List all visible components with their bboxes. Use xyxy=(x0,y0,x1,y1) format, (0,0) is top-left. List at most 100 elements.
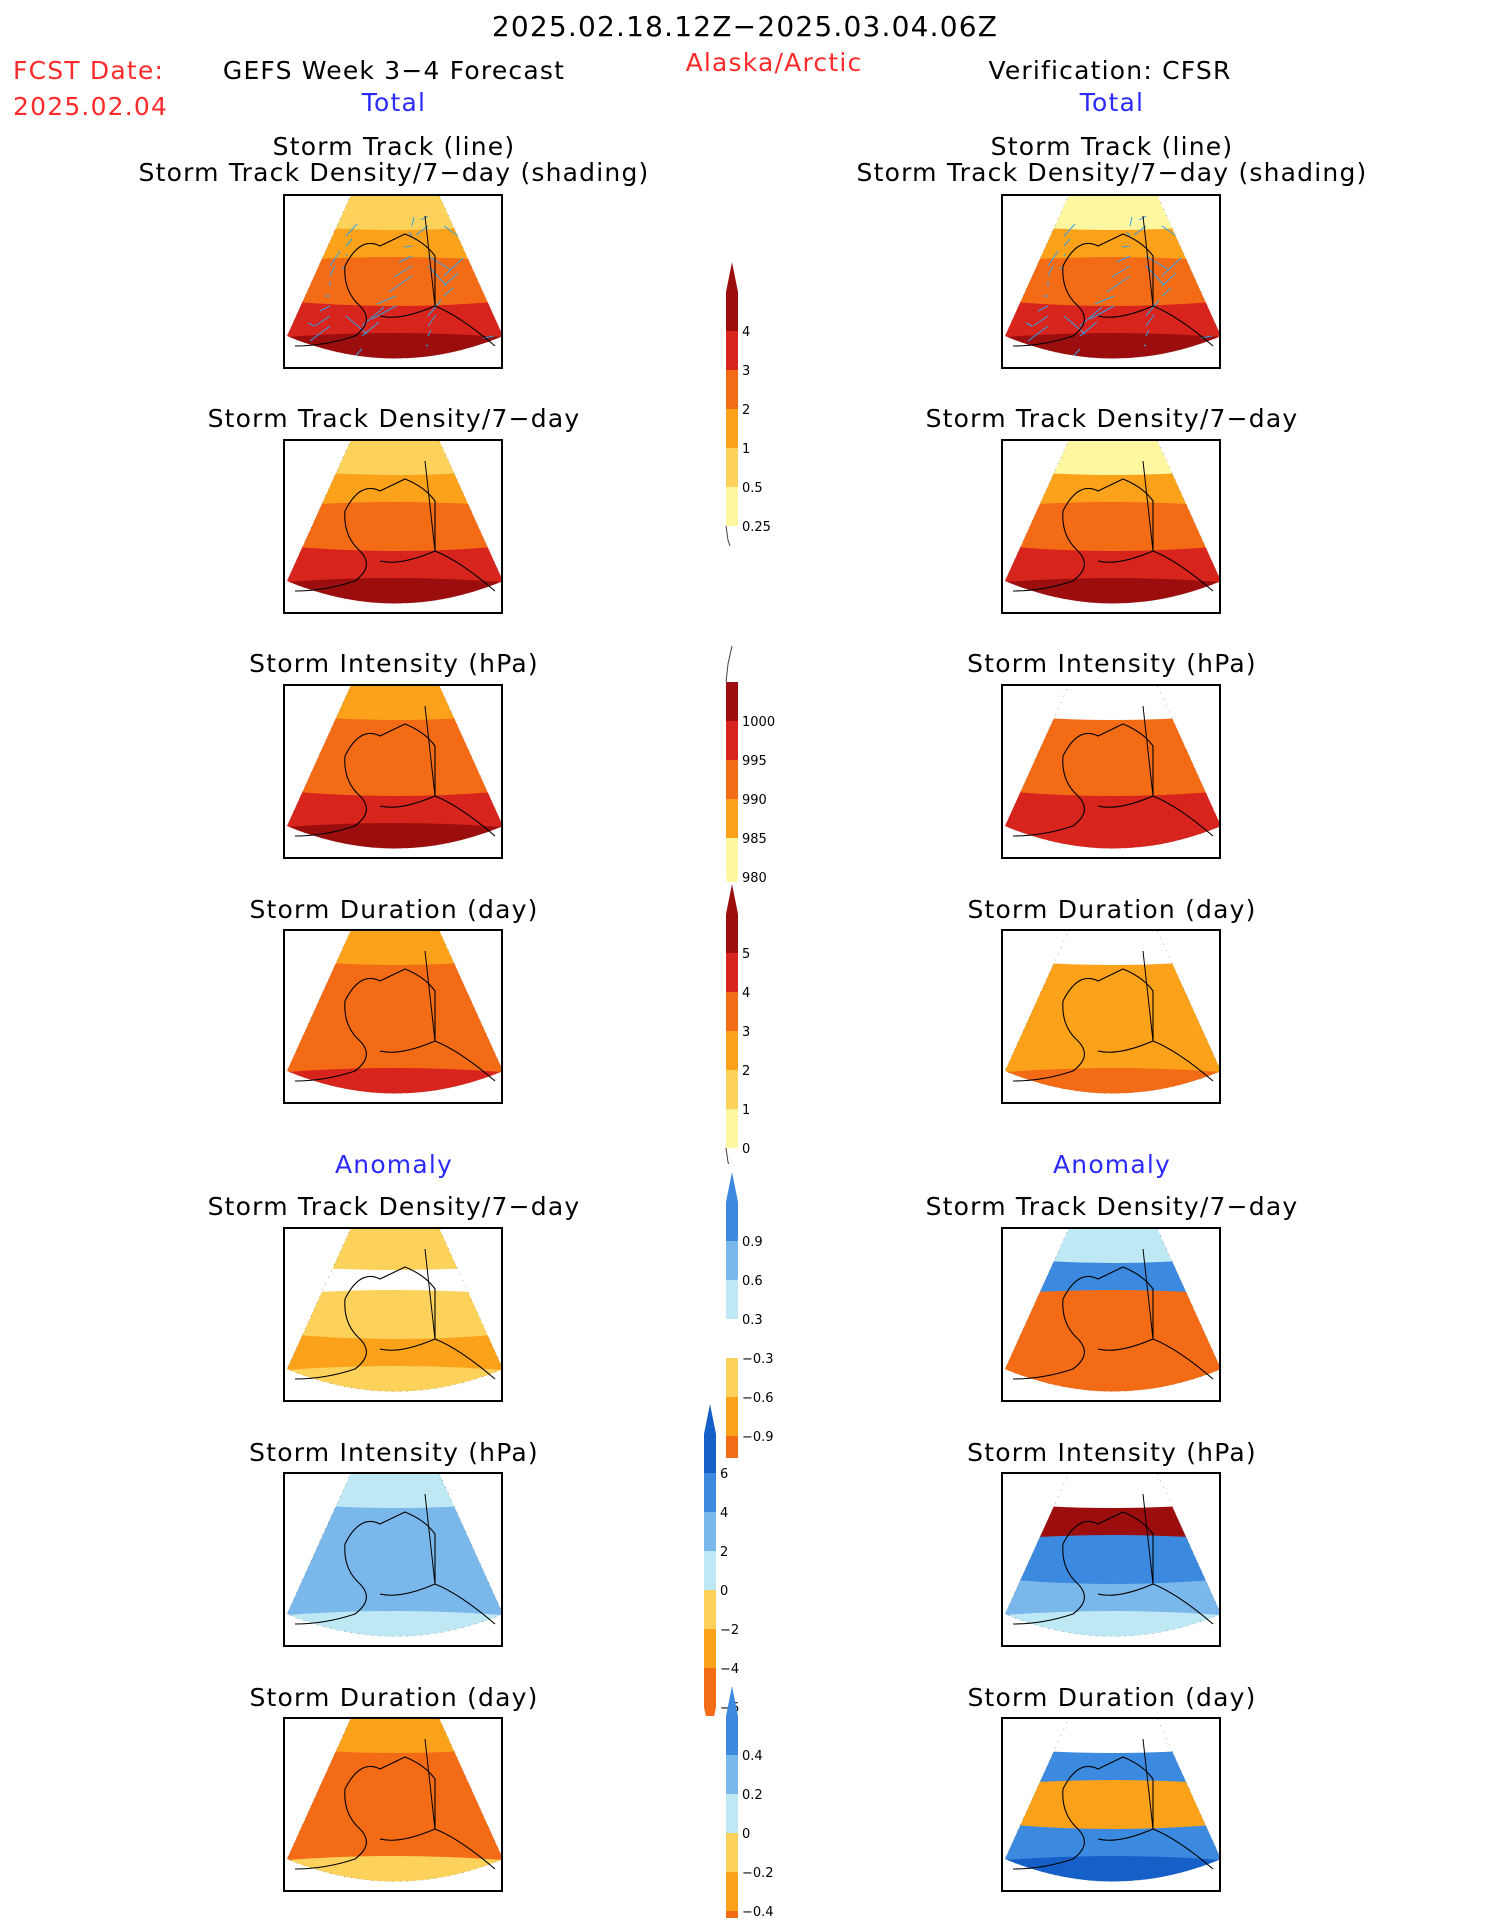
title-track-shading-left: Storm Track Density/7−day (shading) xyxy=(138,158,650,187)
colorbar-segment xyxy=(726,1319,738,1358)
colorbar-segment xyxy=(726,1280,738,1319)
storm-track-line xyxy=(1047,250,1059,267)
border-line xyxy=(424,1493,436,1585)
alaska-coastline xyxy=(1012,1511,1214,1625)
colorbar-tick-label: 1 xyxy=(742,442,750,457)
colorbar-tick-label: 0.6 xyxy=(742,1274,763,1289)
alaska-coastline xyxy=(1012,968,1214,1082)
border-line xyxy=(1142,460,1154,552)
colorbar-tick-label: −2 xyxy=(720,1623,739,1638)
storm-track-line xyxy=(443,287,454,297)
colorbar-segment xyxy=(704,1590,716,1629)
colorbar-tick-label: 0.5 xyxy=(742,481,763,496)
storm-track-line xyxy=(1143,344,1147,347)
colorbar-segment xyxy=(726,838,738,877)
colorbar-top-arrow xyxy=(704,1404,716,1434)
colorbar-segment xyxy=(726,1716,738,1755)
border-line xyxy=(424,1248,436,1340)
storm-track-line xyxy=(345,315,368,335)
storm-track-line xyxy=(393,265,413,278)
colorbar-segment xyxy=(726,799,738,838)
storm-track-line xyxy=(1047,265,1054,277)
title-duration-right: Storm Duration (day) xyxy=(967,895,1257,924)
colorbar-segment xyxy=(726,992,738,1031)
storm-track-line xyxy=(309,325,331,342)
title-anom-density-left: Storm Track Density/7−day xyxy=(207,1192,581,1221)
storm-track-line xyxy=(287,196,306,217)
colorbar-segment xyxy=(726,448,738,487)
storm-track-line xyxy=(1063,315,1086,335)
storm-track-line xyxy=(1089,305,1115,320)
map-field-band xyxy=(287,823,501,849)
storm-track-line xyxy=(1121,245,1131,248)
map-fcst-intensity xyxy=(283,684,503,859)
colorbar-segment xyxy=(704,1473,716,1512)
region-label: Alaska/Arctic xyxy=(685,48,863,77)
map-field-band xyxy=(1005,1068,1219,1094)
map-field-band xyxy=(1005,1366,1219,1392)
map-verif-duration xyxy=(1001,929,1221,1104)
storm-track-line xyxy=(371,305,397,320)
colorbar-top-arrow xyxy=(726,262,738,292)
colorbar-tick-label: 5 xyxy=(742,947,750,962)
colorbar-tick-label: 1000 xyxy=(742,715,775,730)
colorbar-segment xyxy=(726,953,738,992)
title-anom-intensity-right: Storm Intensity (hPa) xyxy=(967,1438,1257,1467)
colorbar-tail xyxy=(725,1147,730,1164)
title-track-line-right: Storm Track (line) xyxy=(990,132,1234,161)
colorbar-tick-label: −0.4 xyxy=(742,1905,774,1918)
map-fcst-anom-density xyxy=(283,1227,503,1402)
colorbar-anom-density: 0.9 0.6 0.3 −0.3 −0.6 −0.9 xyxy=(726,1172,774,1458)
map-field-band xyxy=(287,1611,501,1637)
colorbar-segment xyxy=(726,292,738,331)
storm-track-line xyxy=(1145,329,1150,337)
colorbar-segment xyxy=(726,370,738,409)
map-verif-track-density xyxy=(1001,439,1221,614)
title-anom-density-right: Storm Track Density/7−day xyxy=(925,1192,1299,1221)
colorbar-tick-label: 0.3 xyxy=(742,1313,763,1328)
border-line xyxy=(1142,950,1154,1042)
colorbar-segment xyxy=(726,1911,738,1918)
colorbar-segment xyxy=(726,1397,738,1436)
map-verif-track-density-shading xyxy=(1001,194,1221,369)
storm-track-line xyxy=(345,238,353,247)
colorbar-tick-label: 0 xyxy=(742,1142,750,1157)
colorbar-tick-label: −0.6 xyxy=(742,1391,774,1406)
storm-track-line xyxy=(1005,196,1024,217)
map-field-band xyxy=(287,333,501,359)
colorbar-tick-label: 2 xyxy=(742,403,750,418)
colorbar-segment xyxy=(726,1031,738,1070)
colorbar-segment xyxy=(726,331,738,370)
colorbar-bottom-arrow xyxy=(726,877,738,882)
alaska-coastline xyxy=(294,1756,496,1870)
colorbar-tick-label: 3 xyxy=(742,1025,750,1040)
map-field-band xyxy=(287,1780,501,1836)
storm-track-line xyxy=(1094,295,1115,305)
colorbar-top-arrow xyxy=(726,1686,738,1716)
alaska-coastline xyxy=(294,968,496,1082)
alaska-coastline xyxy=(294,478,496,592)
storm-track-line xyxy=(314,315,331,327)
alaska-coastline xyxy=(294,1511,496,1625)
alaska-coastline xyxy=(1012,1266,1214,1380)
map-fcst-anom-duration xyxy=(283,1717,503,1892)
storm-track-line xyxy=(1195,345,1213,354)
colorbar-segment xyxy=(726,1202,738,1241)
colorbar-segment xyxy=(726,1070,738,1109)
colorbar-segment xyxy=(726,1755,738,1794)
colorbar-tick-label: 4 xyxy=(742,986,750,1001)
storm-track-line xyxy=(425,344,429,347)
storm-track-line xyxy=(1161,287,1172,297)
storm-track-line xyxy=(345,223,358,237)
colorbar-tick-label: 2 xyxy=(720,1545,728,1560)
title-track-line-left: Storm Track (line) xyxy=(272,132,516,161)
map-field-band xyxy=(1005,333,1219,359)
border-line xyxy=(1142,1248,1154,1340)
storm-track-line xyxy=(1027,325,1049,342)
colorbar-tick-label: −0.3 xyxy=(742,1352,774,1367)
colorbar-segment xyxy=(704,1551,716,1590)
total-label-right: Total xyxy=(1079,88,1145,117)
fcst-date-label: FCST Date: xyxy=(13,56,165,85)
colorbar-top-arrow xyxy=(726,1172,738,1202)
